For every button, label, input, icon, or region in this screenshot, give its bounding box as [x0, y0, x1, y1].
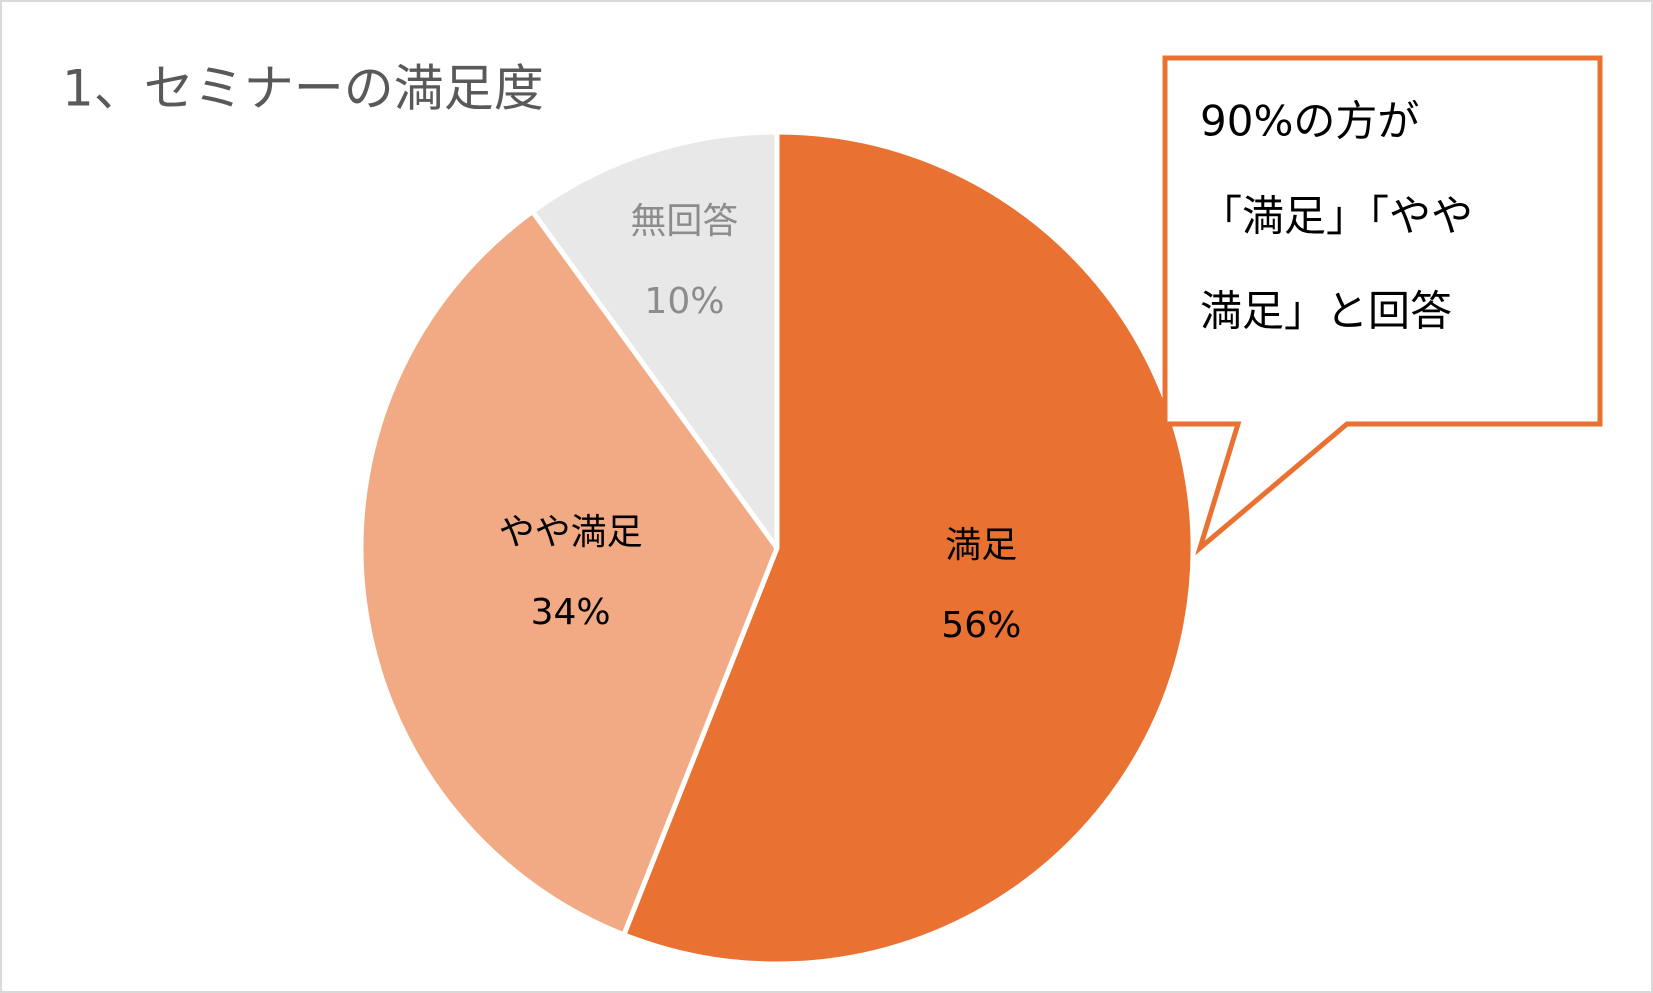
slice-label: 無回答 [630, 201, 738, 242]
slice-label: やや満足 [499, 512, 643, 553]
pie: 満足 56% やや満足 34% 無回答 10% [358, 129, 1196, 967]
callout-line: 満足」と回答 [1200, 287, 1452, 336]
slice-value-label: 34% [531, 592, 611, 633]
pie-slice [529, 129, 780, 551]
pie-slice [621, 129, 1196, 967]
slice-label: 満足 [945, 525, 1017, 566]
callout [1162, 55, 1603, 556]
slice-value-label: 56% [941, 605, 1021, 646]
slice-value-label: 10% [644, 281, 724, 322]
chart-title: 1、セミナーの満足度 [62, 60, 544, 118]
callout-line: 90%の方が [1200, 97, 1419, 146]
callout-text: 90%の方が「満足」「やや満足」と回答 [1200, 97, 1473, 336]
callout-line: 「満足」「やや [1200, 192, 1473, 241]
pie-slice [358, 208, 780, 938]
